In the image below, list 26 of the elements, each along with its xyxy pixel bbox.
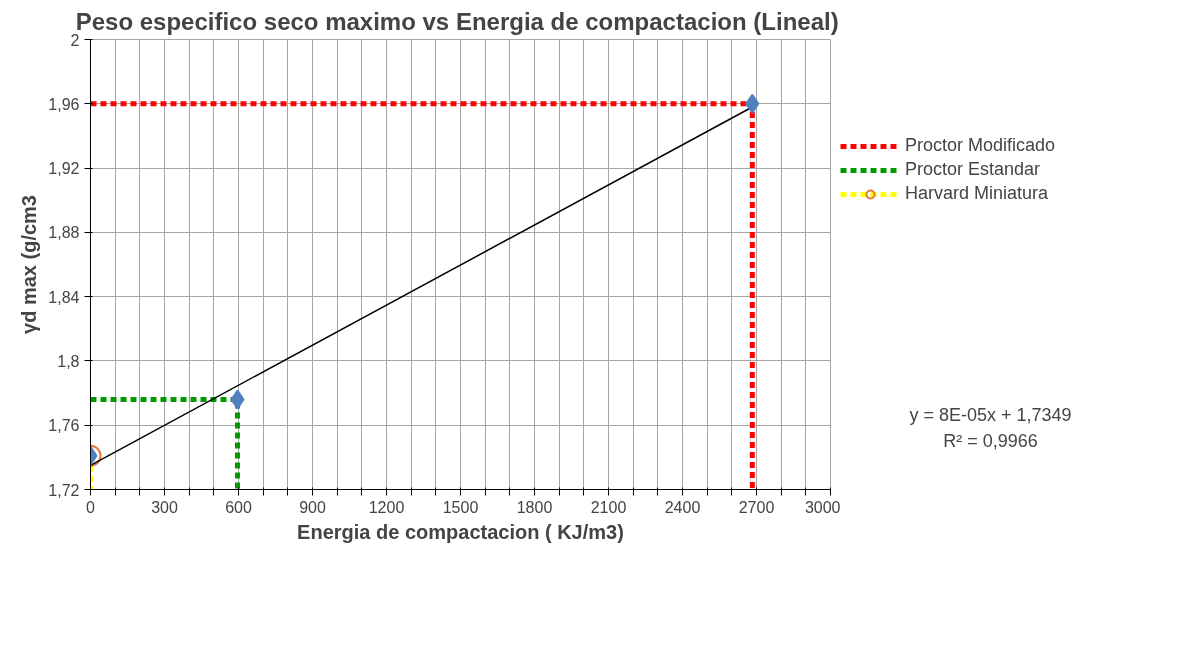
x-axis-title: Energia de compactacion ( KJ/m3) — [297, 520, 624, 543]
text: y = 8E-05x + 1,7349 — [909, 404, 1072, 425]
x-tick-label: 3000 — [804, 498, 841, 516]
legend-label: Proctor Modificado — [905, 135, 1056, 156]
x-tick-label: 1500 — [442, 498, 479, 516]
point — [745, 93, 760, 114]
x-tick-label: 600 — [225, 498, 252, 516]
y-tick-label: 1,92 — [48, 160, 80, 178]
y-tick-label: 1,76 — [48, 417, 80, 435]
text: R² = 0,9966 — [943, 430, 1038, 451]
y-tick-label: 1,96 — [48, 95, 80, 113]
x-tick-label: 0 — [86, 498, 96, 516]
legend-label: Harvard Miniatura — [905, 183, 1049, 204]
y-tick-label: 1,88 — [48, 224, 80, 242]
x-tick-label: 1200 — [368, 498, 405, 516]
legend-label: Proctor Estandar — [905, 159, 1041, 180]
x-tick-label: 2400 — [664, 498, 701, 516]
x-tick-label: 900 — [299, 498, 326, 516]
x-tick-label: 1800 — [516, 498, 553, 516]
y-axis-title: γd max (g/cm3 — [18, 195, 41, 334]
x-tick-label: 2100 — [590, 498, 627, 516]
x-tick-label: 300 — [151, 498, 178, 516]
y-tick-label: 1,8 — [57, 352, 80, 370]
x-tick-label: 2700 — [738, 498, 775, 516]
y-tick-label: 1,72 — [48, 481, 80, 499]
y-tick-label: 1,84 — [48, 288, 80, 306]
